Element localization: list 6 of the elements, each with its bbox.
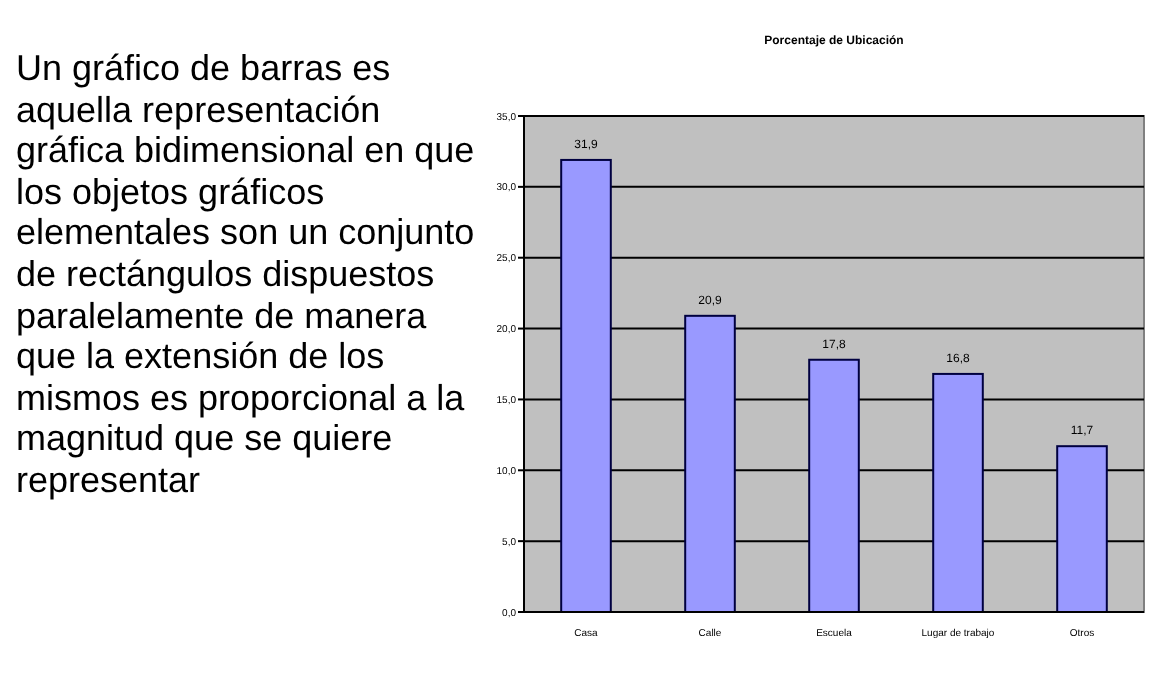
bar — [684, 314, 736, 613]
bar — [932, 372, 984, 613]
bar — [808, 358, 860, 613]
text: Un gráfico de barras es aquella representación gráfica bidimensional en que los objetos gráficos elementales son un conjunto de rectángulos dispuestos paralelamente de manera que la extensión de los mismos es proporcional a la magnitud que se quiere representar — [16, 48, 475, 500]
bar — [1056, 445, 1108, 613]
bar — [560, 158, 612, 613]
